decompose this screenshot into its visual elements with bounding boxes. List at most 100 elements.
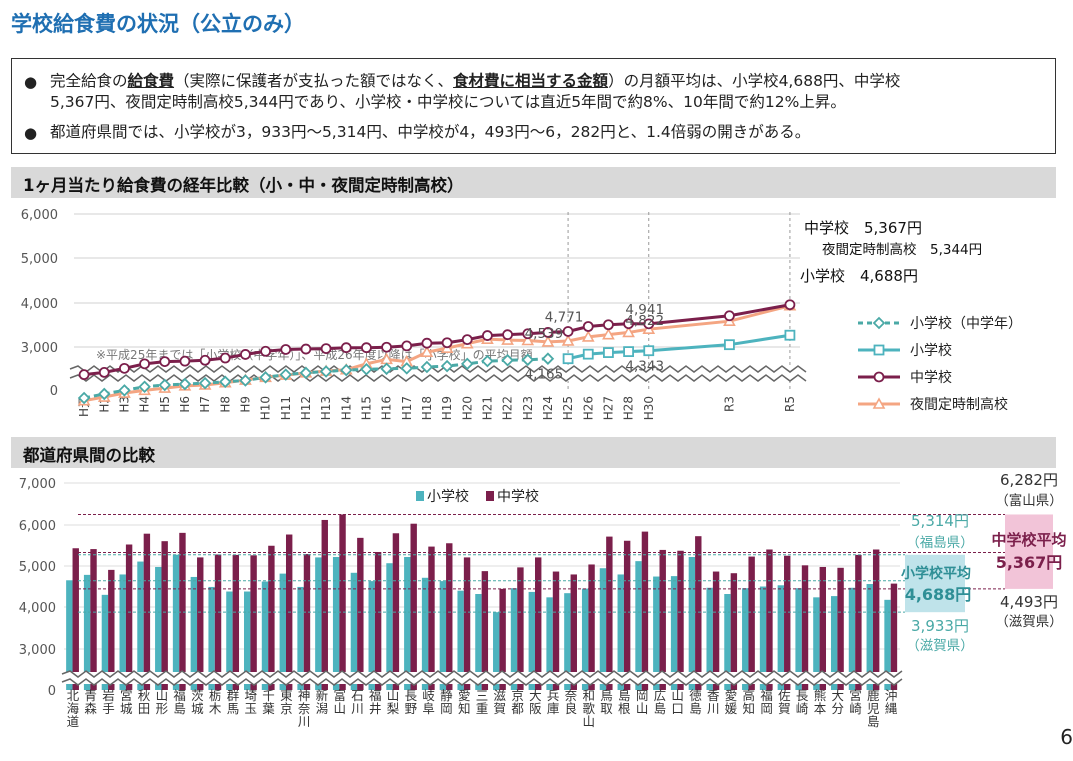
prefecture-bar-group bbox=[244, 555, 257, 690]
prefecture-bar-group bbox=[404, 523, 417, 690]
data-point bbox=[623, 318, 634, 330]
data-point bbox=[581, 330, 595, 342]
x-tick-label: H15 bbox=[359, 396, 373, 420]
data-point bbox=[873, 344, 885, 356]
data-point bbox=[119, 362, 130, 374]
x-tick-label: 山形 bbox=[156, 688, 169, 716]
y-tick-label: 0 bbox=[50, 384, 58, 399]
bar-middle bbox=[730, 573, 738, 690]
summary-bullet-1: 完全給食の給食費（実際に保護者が支払った額ではなく、食材費に相当する金額）の月額… bbox=[50, 72, 901, 111]
prefecture-bar-group bbox=[742, 556, 755, 690]
bar-middle bbox=[125, 544, 133, 690]
bar-middle bbox=[499, 588, 506, 690]
x-tick-label: 三重 bbox=[476, 688, 489, 716]
bar-elementary bbox=[510, 588, 518, 690]
x-tick-label: 高知 bbox=[743, 688, 756, 716]
x-tick-label: H7 bbox=[198, 396, 212, 413]
x-tick-label: H6 bbox=[178, 396, 192, 413]
data-point bbox=[441, 337, 453, 349]
x-tick-label: H27 bbox=[601, 396, 615, 420]
data-point bbox=[542, 327, 554, 338]
y-tick-label: 4,000 bbox=[21, 297, 58, 312]
bar-elementary bbox=[439, 581, 447, 690]
data-point bbox=[339, 363, 353, 377]
data-point bbox=[420, 345, 434, 357]
bar-middle bbox=[428, 546, 435, 690]
data-point bbox=[139, 358, 150, 370]
bar-middle bbox=[659, 549, 666, 690]
annotation-middle-avg-label: 中学校平均 bbox=[991, 531, 1066, 549]
data-point bbox=[198, 376, 212, 390]
data-point bbox=[138, 380, 151, 394]
data-point bbox=[178, 377, 192, 391]
data-point bbox=[873, 371, 885, 383]
data-point bbox=[562, 353, 574, 365]
bar-elementary bbox=[617, 574, 624, 690]
data-point bbox=[521, 333, 535, 346]
end-label-night: 夜間定時制高校 5,344円 bbox=[822, 241, 982, 258]
x-tick-label: 静岡 bbox=[440, 688, 453, 716]
bar-middle bbox=[374, 551, 382, 690]
bar-middle bbox=[517, 567, 524, 690]
data-point bbox=[280, 344, 292, 355]
bar-middle bbox=[801, 565, 809, 690]
axis-break-line bbox=[61, 678, 903, 686]
data-point bbox=[541, 335, 555, 347]
bar-middle bbox=[872, 549, 880, 690]
data-point bbox=[259, 371, 272, 384]
bar-elementary bbox=[404, 556, 411, 690]
axis-break-line bbox=[69, 374, 807, 382]
y-tick-label: 4,000 bbox=[19, 601, 56, 616]
x-tick-label: 千葉 bbox=[262, 688, 275, 716]
bar-elementary bbox=[795, 588, 802, 690]
prefecture-bar-group bbox=[315, 519, 328, 690]
data-point bbox=[440, 359, 454, 373]
x-tick-label: 山梨 bbox=[387, 688, 400, 716]
prefecture-bar-group bbox=[457, 557, 471, 690]
x-tick-label: 愛知 bbox=[458, 688, 471, 716]
bar-elementary bbox=[119, 574, 126, 690]
prefecture-bar-group bbox=[493, 588, 506, 690]
x-tick-label: 大分 bbox=[831, 688, 844, 716]
bar-middle bbox=[72, 548, 79, 690]
data-point bbox=[159, 356, 171, 368]
data-point bbox=[421, 337, 433, 349]
bar-elementary bbox=[368, 581, 375, 690]
bar-middle bbox=[606, 536, 613, 690]
data-point bbox=[582, 348, 594, 360]
bar-elementary bbox=[848, 587, 856, 690]
annotation-elementary-max-value: 5,314円 bbox=[911, 512, 969, 530]
bar-elementary bbox=[279, 573, 286, 690]
bar-middle bbox=[641, 531, 649, 690]
bar-middle bbox=[588, 564, 595, 690]
bar-middle bbox=[890, 583, 898, 690]
x-tick-label: 宮崎 bbox=[849, 688, 862, 716]
x-tick-label: H5 bbox=[158, 396, 172, 413]
bar-elementary bbox=[724, 594, 731, 690]
data-point bbox=[299, 366, 313, 380]
prefecture-bar-group bbox=[66, 548, 79, 690]
section-title-prefecture: 都道府県間の比較 bbox=[23, 446, 155, 465]
prefecture-bar-group bbox=[688, 536, 702, 690]
bar-elementary bbox=[83, 574, 91, 690]
summary-bullet-2: 都道府県間では、小学校が3，933円～5,314円、中学校が4，493円～6，2… bbox=[50, 123, 811, 141]
x-tick-label: H25 bbox=[561, 396, 575, 420]
prefecture-bar-group bbox=[226, 554, 240, 690]
legend: 小学校 中学校 bbox=[416, 488, 539, 505]
axis-break bbox=[61, 670, 907, 686]
bar-elementary bbox=[172, 554, 180, 690]
axis-break-line bbox=[61, 670, 903, 678]
prefecture-bar-group bbox=[546, 571, 560, 690]
bar-elementary bbox=[777, 585, 785, 690]
bar-elementary bbox=[297, 586, 304, 690]
bar-middle bbox=[321, 519, 328, 690]
bar-elementary bbox=[350, 572, 358, 690]
bar-middle bbox=[303, 554, 311, 690]
y-tick-label: 6,000 bbox=[21, 208, 58, 223]
prefecture-bar-group bbox=[386, 533, 400, 690]
data-point bbox=[562, 326, 574, 337]
prefecture-bar-group bbox=[653, 549, 666, 690]
page-number: 6 bbox=[1060, 725, 1073, 749]
x-tick-label: H13 bbox=[319, 396, 333, 420]
prefecture-bar-group bbox=[884, 583, 898, 690]
